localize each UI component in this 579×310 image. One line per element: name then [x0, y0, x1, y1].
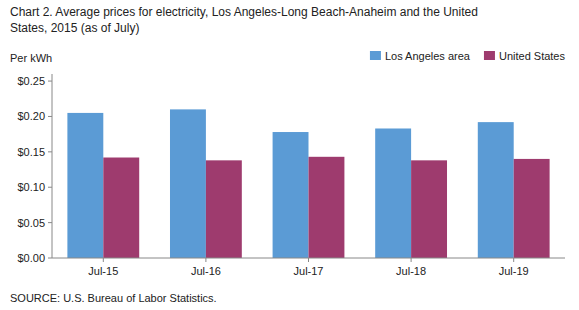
bar: [67, 113, 103, 258]
bar: [411, 160, 447, 258]
x-tick: [205, 258, 206, 262]
y-tick: [48, 151, 52, 152]
x-tick-label: Jul-19: [499, 265, 529, 277]
y-axis-line: [52, 74, 53, 258]
y-axis: $0.00 $0.05 $0.10 $0.15 $0.20 $0.25: [17, 74, 52, 264]
chart: Chart 2. Average prices for electricity,…: [0, 0, 579, 310]
background: [0, 0, 579, 310]
y-tick-label: $0.10: [17, 181, 45, 193]
legend-item: United States: [484, 50, 566, 62]
legend-label: United States: [499, 50, 566, 62]
y-tick: [48, 222, 52, 223]
x-tick: [308, 258, 309, 262]
legend-label: Los Angeles area: [385, 50, 471, 62]
x-tick-label: Jul-15: [88, 265, 118, 277]
x-tick-label: Jul-18: [396, 265, 426, 277]
y-tick-label: $0.25: [17, 75, 45, 87]
series: [67, 109, 513, 258]
legend: Los Angeles area United States: [370, 50, 566, 62]
y-tick: [48, 187, 52, 188]
y-tick-label: $0.15: [17, 146, 45, 158]
legend-swatch: [370, 51, 381, 60]
x-tick: [103, 258, 104, 262]
y-tick: [48, 116, 52, 117]
source: SOURCE: U.S. Bureau of Labor Statistics.: [10, 292, 217, 304]
bar: [206, 160, 242, 258]
bar: [170, 109, 206, 258]
x-tick: [411, 258, 412, 262]
y-axis-label: Per kWh: [10, 52, 52, 64]
bar: [273, 132, 309, 258]
bar: [103, 158, 139, 258]
y-tick: [48, 258, 52, 259]
x-tick-label: Jul-16: [191, 265, 221, 277]
y-tick-label: $0.20: [17, 110, 45, 122]
x-tick-label: Jul-17: [294, 265, 324, 277]
x-axis: Jul-15 Jul-16 Jul-17 Jul-18 Jul-19: [52, 258, 565, 277]
x-tick: [513, 258, 514, 262]
y-tick: [48, 81, 52, 82]
bar: [309, 157, 345, 258]
legend-swatch: [484, 51, 495, 60]
subtitle: States, 2015 (as of July): [10, 21, 139, 35]
series: [103, 157, 549, 258]
bar: [478, 122, 514, 258]
y-tick-label: $0.00: [17, 252, 45, 264]
title: Chart 2. Average prices for electricity,…: [10, 5, 478, 19]
y-tick-label: $0.05: [17, 217, 45, 229]
legend-item: Los Angeles area: [370, 50, 471, 62]
bars: [67, 109, 549, 258]
bar: [514, 159, 550, 258]
bar: [375, 128, 411, 258]
